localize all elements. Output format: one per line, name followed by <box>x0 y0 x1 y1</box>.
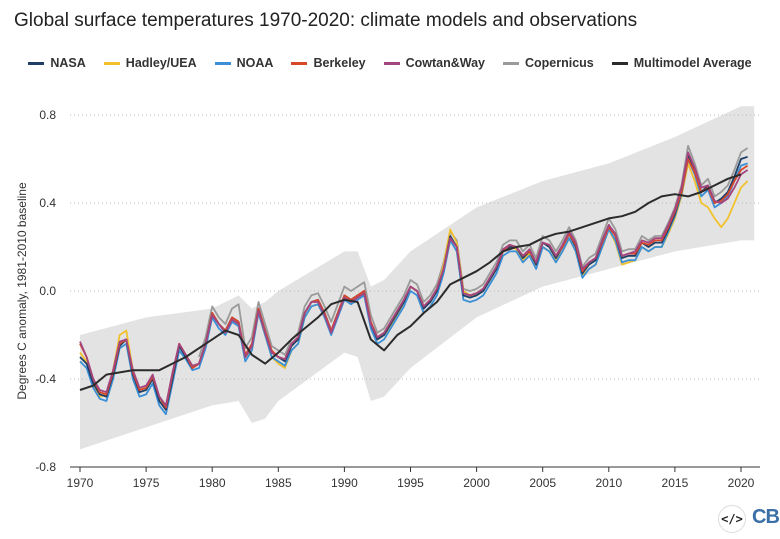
legend-label: NOAA <box>236 56 274 70</box>
chart-title: Global surface temperatures 1970-2020: c… <box>14 10 638 31</box>
y-tick-label: -0.4 <box>35 372 56 386</box>
legend-swatch <box>291 61 308 65</box>
y-tick-label: -0.8 <box>35 460 56 474</box>
y-tick-label: 0.8 <box>39 108 56 122</box>
legend-label: Copernicus <box>525 56 594 70</box>
legend-item: Hadley/UEA <box>103 56 197 70</box>
legend-swatch <box>611 61 628 65</box>
series-line-cowtan-way <box>79 151 749 407</box>
legend-item: NOAA <box>214 56 274 70</box>
legend-swatch <box>214 61 231 65</box>
embed-code-button[interactable]: </> <box>718 505 746 533</box>
x-tick-label: 1980 <box>199 476 226 490</box>
x-tick-label: 2000 <box>463 476 490 490</box>
series-line-copernicus <box>198 144 749 358</box>
x-tick-label: 1975 <box>133 476 160 490</box>
legend-item: Copernicus <box>503 56 594 70</box>
legend-swatch <box>383 61 400 65</box>
legend-swatch <box>503 61 519 65</box>
x-tick-label: 2005 <box>529 476 556 490</box>
legend-swatch <box>103 61 120 65</box>
model-range-band <box>80 106 755 450</box>
x-tick-label: 1985 <box>265 476 292 490</box>
x-tick-label: 2020 <box>728 476 755 490</box>
x-tick-label: 2010 <box>595 476 622 490</box>
legend-label: Berkeley <box>313 56 366 70</box>
y-axis-label: Degrees C anomaly, 1981-2010 baseline <box>15 182 29 400</box>
legend: NASA Hadley/UEA NOAA Berkeley Cowtan&Way Cope… <box>0 56 780 70</box>
legend-item: Multimodel Average <box>611 56 752 70</box>
y-tick-label: 0.4 <box>39 196 56 210</box>
x-tick-label: 1995 <box>397 476 424 490</box>
legend-item: Cowtan&Way <box>383 56 485 70</box>
y-tick-label: 0.0 <box>39 284 56 298</box>
legend-label: Cowtan&Way <box>405 56 485 70</box>
x-tick-label: 2015 <box>662 476 689 490</box>
legend-item: Berkeley <box>291 56 366 70</box>
carbon-brief-logo: CB <box>752 506 780 528</box>
legend-label: NASA <box>50 56 86 70</box>
series-line-noaa <box>79 158 748 416</box>
legend-label: Hadley/UEA <box>125 56 197 70</box>
x-tick-label: 1990 <box>331 476 358 490</box>
legend-swatch <box>28 61 45 65</box>
series-line-multimodel-average <box>79 173 742 391</box>
x-tick-label: 1970 <box>67 476 94 490</box>
legend-label: Multimodel Average <box>633 56 752 70</box>
legend-item: NASA <box>28 56 86 70</box>
